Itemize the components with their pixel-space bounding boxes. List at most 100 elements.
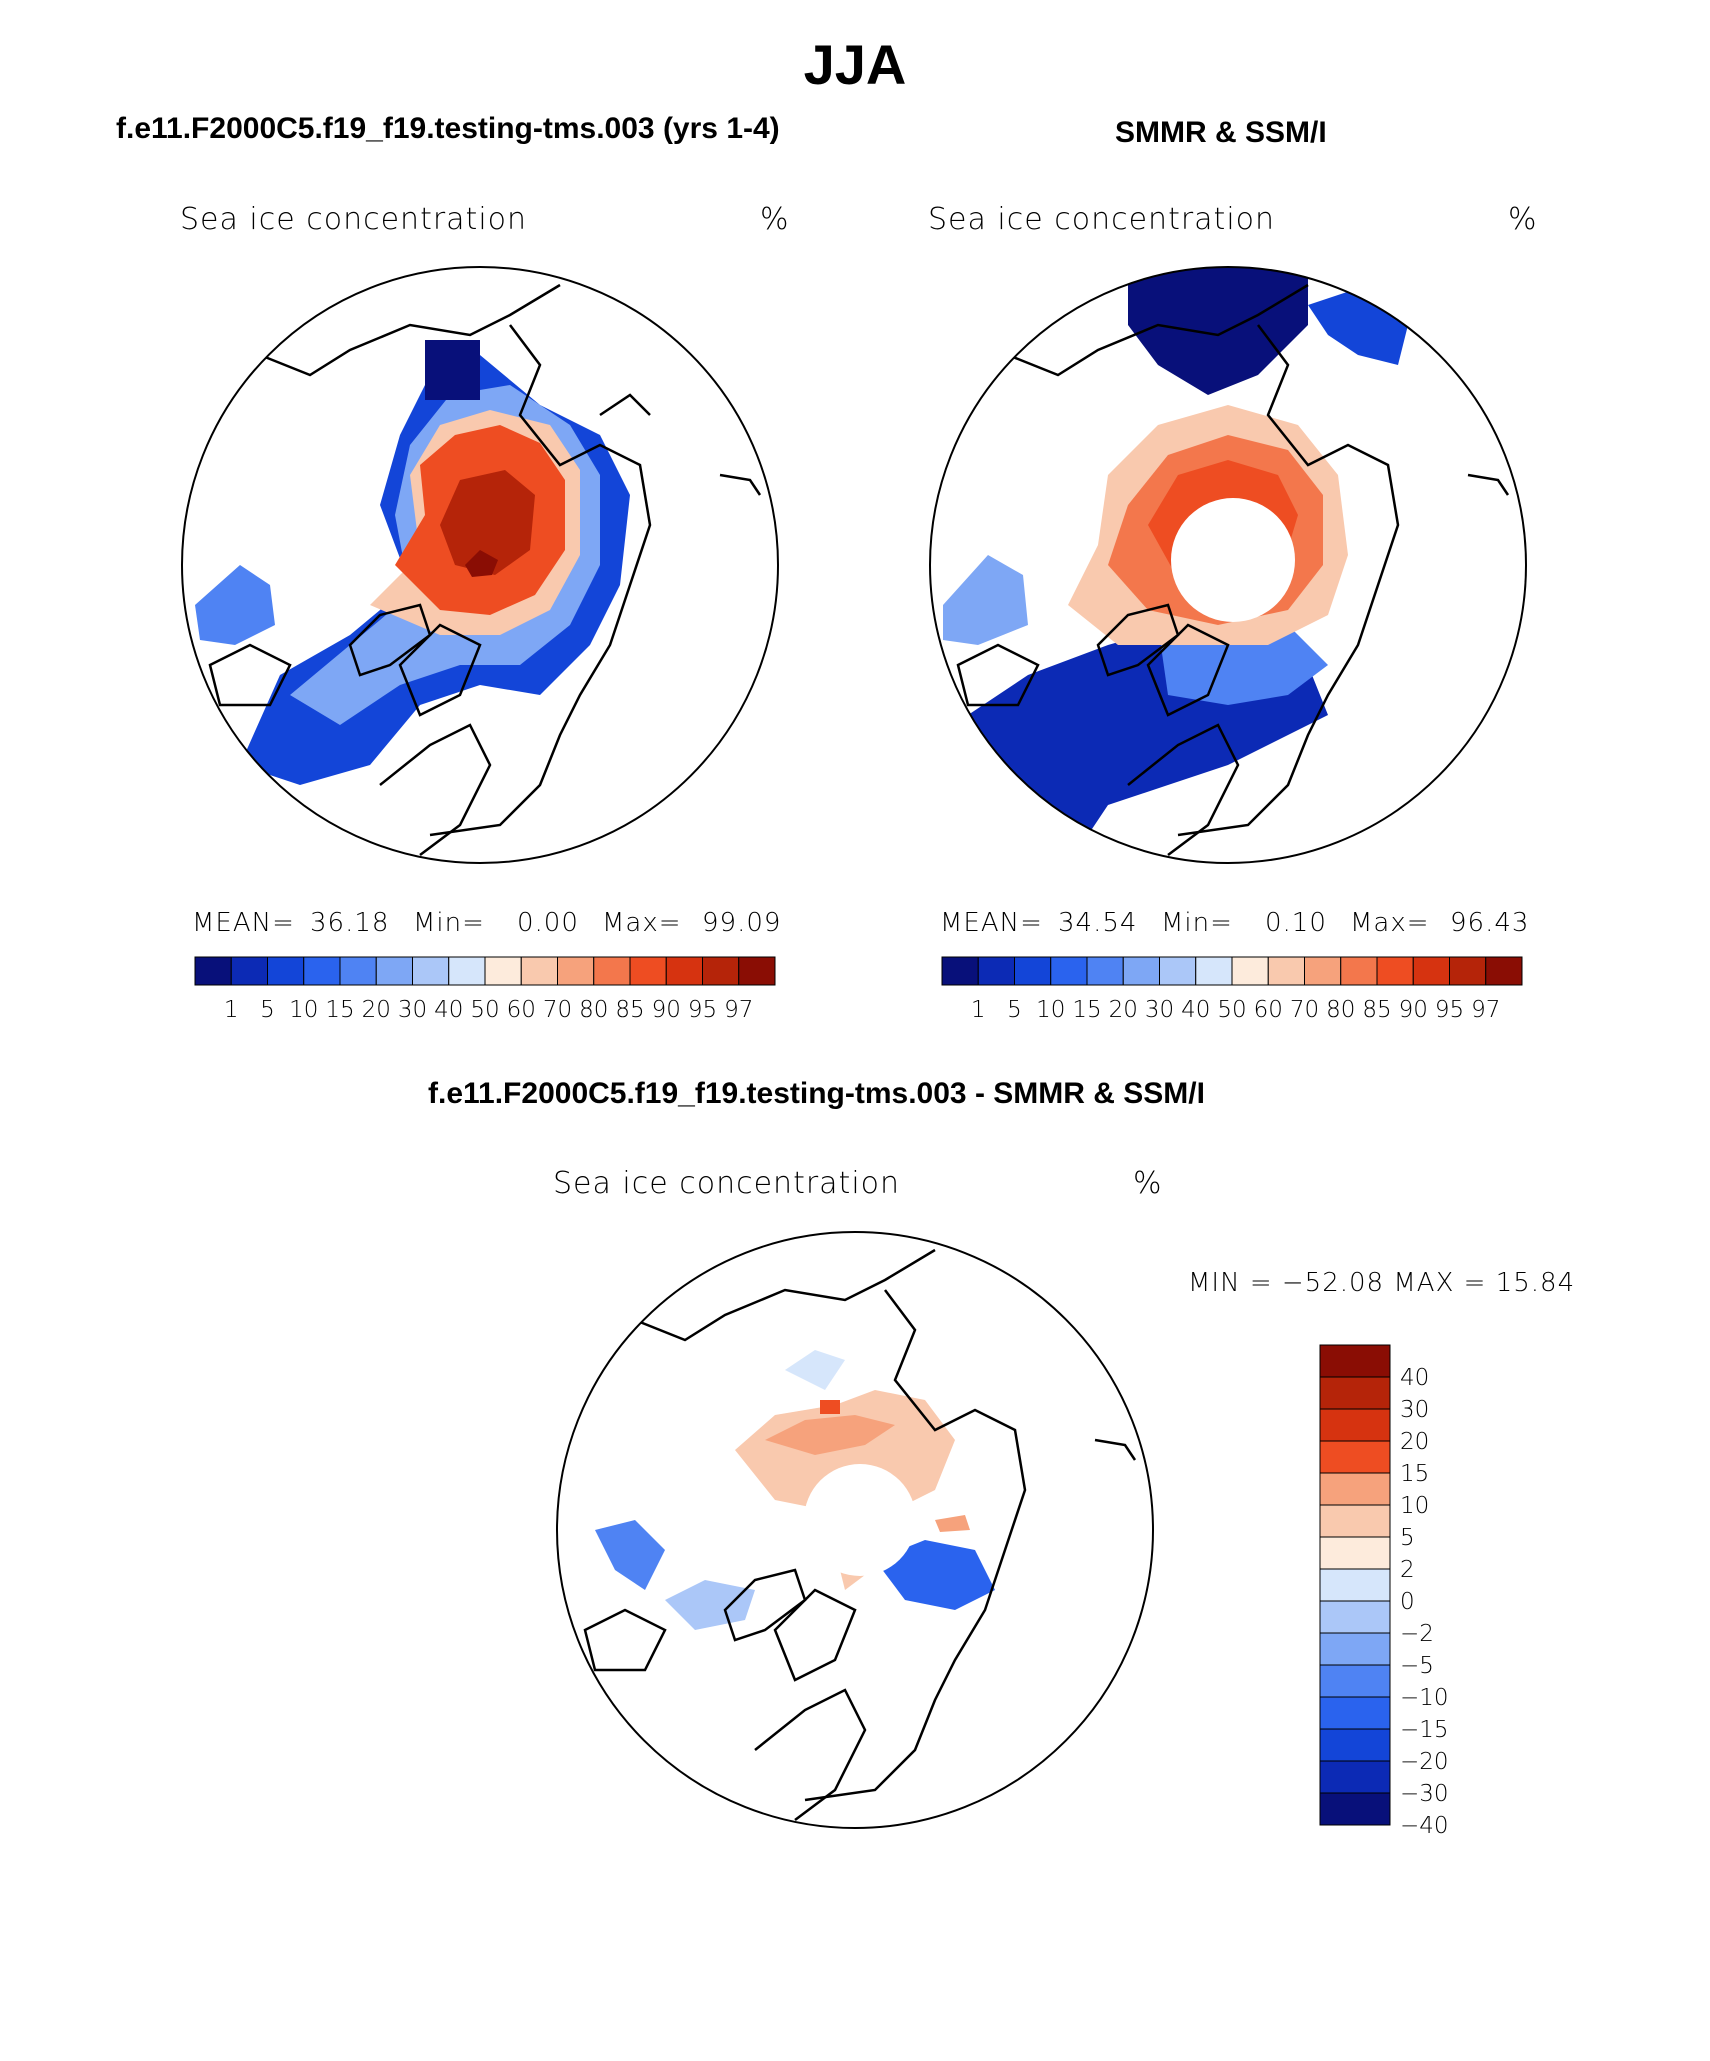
- colorbar-swatch: [1319, 1536, 1391, 1570]
- colorbar-tick-label: 50: [1217, 997, 1246, 1023]
- colorbar-tick-label: 30: [1400, 1397, 1429, 1423]
- colorbar-swatch: [1319, 1760, 1391, 1794]
- panel-3-variable-label: Sea ice concentration: [553, 1166, 901, 1201]
- colorbar-swatch: [1159, 956, 1197, 986]
- panel-1-max-value: 99.09: [702, 908, 782, 938]
- ice-pack-core: [440, 470, 535, 575]
- colorbar-tick-label: −10: [1400, 1685, 1449, 1711]
- colorbar-tick-label: 10: [289, 997, 318, 1023]
- colorbar-swatch: [1319, 1728, 1391, 1762]
- colorbar-swatch: [1319, 1408, 1391, 1442]
- colorbar-swatch: [1014, 956, 1052, 986]
- colorbar-swatch: [629, 956, 667, 986]
- panel-1-min-label: Min=: [413, 908, 485, 938]
- north-pacific-ice: [1128, 267, 1308, 395]
- colorbar-tick-label: 2: [1400, 1557, 1415, 1583]
- colorbar-tick-label: −15: [1400, 1717, 1449, 1743]
- colorbar-tick-label: 80: [1326, 997, 1355, 1023]
- colorbar-swatch: [1086, 956, 1124, 986]
- colorbar-swatch: [1376, 956, 1414, 986]
- colorbar-tick-label: 40: [1400, 1365, 1429, 1391]
- colorbar-tick-label: 20: [1109, 997, 1138, 1023]
- panel-2-max-label: Max=: [1350, 908, 1430, 938]
- panel-3-title: f.e11.F2000C5.f19_f19.testing-tms.003 - …: [428, 1077, 1205, 1110]
- panel-2-colorbar: 1 5 10 15 20 30 40 50 60 70 80 85 90 95 97: [941, 956, 1523, 1023]
- panel-2-variable-label: Sea ice concentration: [928, 202, 1276, 237]
- colorbar-swatch: [448, 956, 486, 986]
- coastlines: [583, 1248, 1137, 1821]
- colorbar-tick-label: 1: [224, 997, 239, 1023]
- pole-hole: [1171, 498, 1295, 622]
- colorbar-tick-label: 5: [1007, 997, 1022, 1023]
- colorbar-tick-label: 5: [1400, 1525, 1415, 1551]
- colorbar-tick-label: −2: [1400, 1621, 1434, 1647]
- colorbar-tick-label: 0: [1400, 1589, 1415, 1615]
- bering-ice: [425, 340, 480, 400]
- colorbar-tick-label: 70: [1290, 997, 1319, 1023]
- colorbar-swatch: [1195, 956, 1233, 986]
- colorbar-swatch: [941, 956, 979, 986]
- colorbar-tick-label: 20: [1400, 1429, 1429, 1455]
- panel-1-min-value: 0.00: [517, 908, 579, 938]
- colorbar-tick-label: 30: [1145, 997, 1174, 1023]
- colorbar-tick-label: 40: [434, 997, 463, 1023]
- colorbar-swatch: [1319, 1792, 1391, 1826]
- pole-hole: [804, 1464, 916, 1576]
- panel-3-units-label: %: [1133, 1166, 1163, 1201]
- colorbar-swatch: [1449, 956, 1487, 986]
- colorbar-tick-label: 30: [398, 997, 427, 1023]
- colorbar-tick-label: 90: [1399, 997, 1428, 1023]
- panel-1-mean-label: MEAN=: [192, 908, 295, 938]
- panel-1-mean-value: 36.18: [310, 908, 390, 938]
- colorbar-swatch: [1319, 1376, 1391, 1410]
- colorbar-tick-label: 40: [1181, 997, 1210, 1023]
- negative-anomaly-hudson: [595, 1520, 665, 1590]
- panel-2-mean-label: MEAN=: [940, 908, 1043, 938]
- colorbar-tick-label: 10: [1036, 997, 1065, 1023]
- panel-2-min-label: Min=: [1161, 908, 1233, 938]
- coastlines: [956, 283, 1510, 856]
- colorbar-tick-label: −30: [1400, 1781, 1449, 1807]
- panel-1-title: f.e11.F2000C5.f19_f19.testing-tms.003 (y…: [116, 112, 780, 145]
- colorbar-swatch: [1319, 1632, 1391, 1666]
- coastlines: [208, 283, 762, 856]
- colorbar-tick-label: 90: [652, 997, 681, 1023]
- colorbar-swatch: [339, 956, 377, 986]
- colorbar-tick-label: −20: [1400, 1749, 1449, 1775]
- colorbar-swatch: [484, 956, 522, 986]
- colorbar-tick-label: 85: [1362, 997, 1391, 1023]
- colorbar-swatch: [1412, 956, 1450, 986]
- hudson-bay-ice: [195, 565, 275, 645]
- panel-2-min-value: 0.10: [1265, 908, 1327, 938]
- colorbar-swatch: [1267, 956, 1305, 986]
- colorbar-swatch: [702, 956, 740, 986]
- colorbar-swatch: [1319, 1344, 1391, 1378]
- colorbar-swatch: [1050, 956, 1088, 986]
- positive-anomaly-mid: [765, 1415, 895, 1455]
- colorbar-tick-label: 95: [1435, 997, 1464, 1023]
- panel-1-variable-label: Sea ice concentration: [180, 202, 528, 237]
- colorbar-swatch: [1319, 1504, 1391, 1538]
- colorbar-tick-label: 70: [543, 997, 572, 1023]
- colorbar-swatch: [1304, 956, 1342, 986]
- colorbar-swatch: [520, 956, 558, 986]
- colorbar-swatch: [267, 956, 305, 986]
- ice-pack-max: [465, 550, 498, 577]
- negative-anomaly-small: [785, 1350, 845, 1390]
- colorbar-swatch: [1231, 956, 1269, 986]
- negative-anomaly-baffin: [665, 1580, 755, 1630]
- colorbar-tick-label: 95: [688, 997, 717, 1023]
- colorbar-tick-label: 15: [325, 997, 354, 1023]
- panel-1-colorbar: 1 5 10 15 20 30 40 50 60 70 80 85 90 95 97: [194, 956, 776, 1023]
- colorbar-tick-label: 5: [260, 997, 275, 1023]
- map-boundary: [929, 266, 1527, 864]
- panel-2-polar-map: [929, 266, 1527, 864]
- colorbar-swatch: [375, 956, 413, 986]
- colorbar-tick-label: 60: [507, 997, 536, 1023]
- colorbar-swatch: [194, 956, 232, 986]
- colorbar-tick-label: 60: [1254, 997, 1283, 1023]
- colorbar-tick-label: 10: [1400, 1493, 1429, 1519]
- colorbar-tick-label: 20: [362, 997, 391, 1023]
- colorbar-swatch: [1340, 956, 1378, 986]
